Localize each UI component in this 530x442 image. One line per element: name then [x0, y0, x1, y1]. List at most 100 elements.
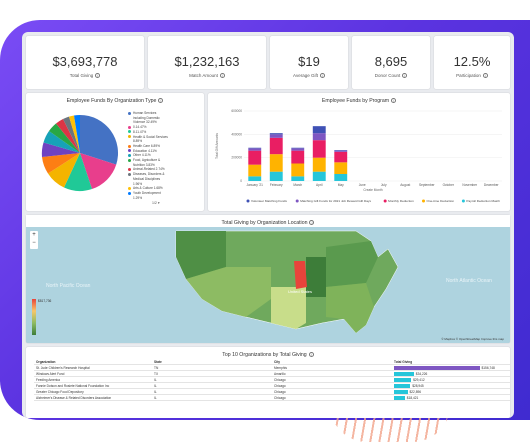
bar-segment[interactable]: [291, 163, 305, 177]
table-row[interactable]: Greater Chicago Food Depository IL Chicago…: [34, 389, 510, 395]
bar-segment[interactable]: [312, 126, 326, 134]
legend-item[interactable]: Animal-Related 2.74%: [128, 167, 165, 171]
legend-label[interactable]: Matching Gift Funds for 2021 Job Reward …: [300, 199, 371, 203]
legend-item[interactable]: Health Care 6.89%: [128, 144, 160, 148]
pie-slice[interactable]: [42, 153, 80, 174]
legend-label[interactable]: Monthly Deduction: [388, 199, 414, 203]
bar-segment[interactable]: [334, 151, 348, 163]
x-tick-label: September: [419, 183, 436, 187]
region-midwest[interactable]: [306, 257, 326, 297]
column-header-city[interactable]: City: [274, 360, 281, 364]
bar-segment[interactable]: [334, 162, 348, 174]
info-icon[interactable]: i: [219, 73, 225, 79]
info-icon[interactable]: i: [308, 352, 314, 358]
info-icon[interactable]: i: [309, 220, 315, 226]
choropleth-map[interactable]: United States North Pacific Ocean North …: [26, 227, 510, 343]
bar-segment[interactable]: [269, 154, 283, 172]
legend-item[interactable]: 8.11.47%: [128, 130, 146, 134]
total-giving-bar: [394, 384, 411, 388]
bar-segment[interactable]: [291, 150, 305, 164]
pie-slice[interactable]: [74, 115, 80, 153]
region-northwest[interactable]: [176, 231, 226, 279]
table-row[interactable]: St. Jude Children's Research Hospital TN M…: [34, 365, 510, 371]
region-south-central[interactable]: [271, 287, 306, 329]
info-icon[interactable]: i: [391, 98, 397, 104]
table-row[interactable]: Feeding America IL Chicago $29,412: [34, 377, 510, 383]
legend-item[interactable]: Violence 32.49%: [128, 120, 157, 124]
bar-segment[interactable]: [291, 148, 305, 151]
info-icon[interactable]: i: [158, 98, 164, 104]
legend-pager[interactable]: 1/2 ▾: [152, 201, 160, 205]
region-northeast[interactable]: [326, 241, 378, 287]
table-row[interactable]: Alzheimer's Disease & Related Disorders …: [34, 395, 510, 401]
legend-item[interactable]: Health & Social Services: [128, 135, 168, 139]
legend-item[interactable]: 1.96%: [128, 182, 142, 186]
region-southwest[interactable]: [186, 267, 271, 317]
bar-segment[interactable]: [248, 147, 262, 149]
column-header-state[interactable]: State: [154, 360, 162, 364]
region-illinois[interactable]: [294, 261, 307, 289]
info-icon[interactable]: i: [319, 73, 325, 79]
pie-slice[interactable]: [63, 116, 80, 153]
legend-item[interactable]: 1.29%: [128, 196, 142, 200]
legend-label[interactable]: Volunteer Matching Funds: [251, 199, 287, 203]
legend-item[interactable]: Food, Agriculture &: [128, 158, 160, 162]
pie-slice[interactable]: [69, 115, 80, 154]
bar-segment[interactable]: [248, 164, 262, 177]
pie-slice[interactable]: [80, 153, 117, 189]
bar-segment[interactable]: [291, 176, 305, 181]
legend-label[interactable]: One-time Deduction: [427, 199, 455, 203]
column-header-organization[interactable]: Organization: [36, 360, 56, 364]
bar-segment[interactable]: [248, 176, 262, 181]
pie-slice[interactable]: [49, 123, 80, 154]
bar-segment[interactable]: [334, 150, 348, 152]
legend-swatch: [128, 139, 131, 143]
bar-segment[interactable]: [334, 174, 348, 181]
table-row[interactable]: Windows Alert Fund TX Amarillo $34,226: [34, 371, 510, 377]
legend-item[interactable]: Other 4.11%: [128, 153, 151, 157]
top-organizations-table-card: Top 10 Organizations by Total Giving i Or…: [26, 347, 510, 418]
legend-item[interactable]: including Domestic: [128, 116, 160, 120]
legend-item[interactable]: 8.89%: [128, 139, 142, 143]
bar-segment[interactable]: [312, 133, 326, 141]
bar-segment[interactable]: [334, 150, 348, 151]
bar-segment[interactable]: [312, 140, 326, 158]
legend-item[interactable]: Youth Development: [128, 191, 161, 195]
pie-slice[interactable]: [41, 142, 80, 158]
legend-swatch: [128, 144, 131, 148]
bar-segment[interactable]: [269, 137, 283, 155]
info-icon[interactable]: i: [482, 73, 488, 79]
bar-segment[interactable]: [269, 171, 283, 181]
table-row[interactable]: Fannie Dotson and Rosiete National Found…: [34, 383, 510, 389]
zoom-in-button[interactable]: +: [32, 232, 36, 238]
bar-segment[interactable]: [269, 134, 283, 138]
pie-slice[interactable]: [43, 131, 81, 153]
map-attribution[interactable]: © Mapbox © OpenStreetMap Improve this ma…: [441, 337, 504, 341]
column-header-total-giving[interactable]: Total Giving: [394, 360, 413, 364]
pie-slice[interactable]: [64, 153, 92, 191]
info-icon[interactable]: i: [95, 73, 101, 79]
legend-swatch: [128, 135, 131, 139]
legend-item[interactable]: Arts & Culture 1.68%: [128, 186, 163, 190]
legend-item[interactable]: 0.14.47%: [128, 125, 146, 129]
pie-chart[interactable]: [40, 113, 120, 193]
zoom-out-button[interactable]: −: [32, 240, 36, 246]
bar-segment[interactable]: [312, 157, 326, 172]
legend-item[interactable]: Human Services: [128, 111, 156, 115]
bar-segment[interactable]: [312, 171, 326, 181]
legend-label: 1.96%: [133, 181, 143, 186]
legend-item[interactable]: Medical Disciplines: [128, 177, 160, 181]
legend-label[interactable]: Payroll Deduction Match: [466, 199, 500, 203]
pie-slice[interactable]: [56, 119, 80, 153]
info-icon[interactable]: i: [402, 73, 408, 79]
bar-segment[interactable]: [248, 150, 262, 165]
bar-segment[interactable]: [291, 147, 305, 149]
bar-segment[interactable]: [269, 133, 283, 135]
legend-item[interactable]: Education 4.11%: [128, 149, 157, 153]
legend-item[interactable]: Nutrition 3.83%: [128, 163, 155, 167]
pie-slice[interactable]: [48, 153, 80, 188]
legend-item[interactable]: Diseases, Disorders &: [128, 172, 165, 176]
bar-segment[interactable]: [248, 148, 262, 151]
region-southeast[interactable]: [326, 283, 374, 333]
pie-slice-human-services[interactable]: [80, 115, 119, 165]
